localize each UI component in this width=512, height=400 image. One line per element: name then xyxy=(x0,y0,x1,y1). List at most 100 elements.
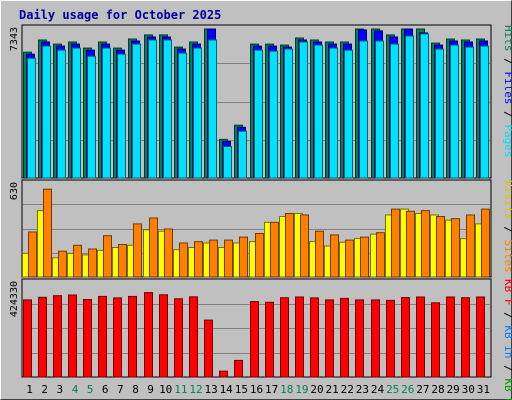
legend-entry: / xyxy=(502,52,512,72)
bar-kb-f-day-25 xyxy=(386,299,395,378)
bar-kb-f-day-13 xyxy=(204,319,213,378)
bar-pages-day-29 xyxy=(450,44,459,179)
bar-pages-day-16 xyxy=(254,49,263,179)
day-label-22: 22 xyxy=(341,383,354,396)
bar-pages-day-9 xyxy=(148,39,157,179)
bar-kb-f-day-7 xyxy=(113,297,122,378)
day-label-4: 4 xyxy=(72,383,79,396)
bar-sites-day-4 xyxy=(73,244,82,278)
bar-sites-day-10 xyxy=(164,228,173,278)
bar-kb-f-day-22 xyxy=(340,297,349,378)
day-label-27: 27 xyxy=(416,383,429,396)
bar-kb-f-day-21 xyxy=(325,299,334,378)
bar-kb-f-day-18 xyxy=(280,297,289,378)
panel-visits-sites: 630 Visits / Sites xyxy=(9,179,512,278)
bar-sites-day-8 xyxy=(133,223,142,278)
bar-pages-day-10 xyxy=(163,39,172,179)
day-label-15: 15 xyxy=(235,383,248,396)
bar-kb-f-day-10 xyxy=(159,294,168,378)
bar-sites-day-13 xyxy=(209,239,218,278)
x-axis-day-labels: 1 2 3 4 5 6 7 8 9 10 11 12 13 14 15 16 17 18 19 20 21 22 23 24 2… xyxy=(26,383,490,396)
bar-kb-f-day-27 xyxy=(416,296,425,378)
bar-kb-f-day-4 xyxy=(68,294,77,378)
bar-pages-day-19 xyxy=(299,41,308,179)
legend-entry: / xyxy=(502,220,512,240)
legend-entry: Visits xyxy=(502,180,512,220)
bar-sites-day-22 xyxy=(345,239,354,278)
bar-sites-day-18 xyxy=(285,213,294,278)
day-label-1: 1 xyxy=(26,383,33,396)
day-label-20: 20 xyxy=(310,383,323,396)
bar-kb-f-day-16 xyxy=(250,301,259,378)
bar-pages-day-11 xyxy=(178,52,187,179)
day-label-7: 7 xyxy=(117,383,124,396)
day-label-2: 2 xyxy=(41,383,48,396)
bar-sites-day-14 xyxy=(224,239,233,278)
bar-kb-f-day-12 xyxy=(189,296,198,378)
bar-pages-day-8 xyxy=(132,43,141,179)
bar-kb-f-day-28 xyxy=(431,302,440,378)
bar-sites-day-1 xyxy=(28,231,37,278)
bar-pages-day-25 xyxy=(390,43,399,179)
day-label-14: 14 xyxy=(220,383,234,396)
bar-pages-day-6 xyxy=(102,47,111,179)
bar-pages-day-31 xyxy=(480,45,489,179)
legend-entry: Pages xyxy=(502,124,512,157)
bar-pages-day-27 xyxy=(420,33,429,179)
bar-kb-f-day-30 xyxy=(461,297,470,378)
bar-sites-day-5 xyxy=(88,248,97,278)
bar-kb-f-day-5 xyxy=(83,299,92,378)
chart-title: Daily usage for October 2025 xyxy=(19,8,221,22)
legend-entry: / xyxy=(502,306,512,326)
bar-sites-day-21 xyxy=(330,234,339,278)
day-label-28: 28 xyxy=(431,383,444,396)
bar-pages-day-15 xyxy=(238,130,247,179)
bar-kb-f-day-9 xyxy=(144,292,153,378)
bar-pages-day-4 xyxy=(72,47,81,179)
y-max-label: 630 xyxy=(9,182,20,200)
day-label-5: 5 xyxy=(87,383,94,396)
bar-sites-day-3 xyxy=(58,250,67,278)
bar-sites-day-19 xyxy=(300,214,309,278)
legend-entry: Hits xyxy=(502,25,512,52)
day-label-9: 9 xyxy=(147,383,154,396)
day-label-26: 26 xyxy=(401,383,414,396)
bars xyxy=(22,188,490,278)
day-label-3: 3 xyxy=(56,383,63,396)
legend-entry: KB Out xyxy=(502,378,512,400)
bar-kb-f-day-6 xyxy=(98,295,107,378)
bar-kb-f-day-15 xyxy=(234,359,243,378)
bar-sites-day-15 xyxy=(239,236,248,278)
bar-sites-day-29 xyxy=(451,218,460,278)
legend-entry: / xyxy=(502,359,512,379)
bar-sites-day-27 xyxy=(421,210,430,278)
day-label-8: 8 xyxy=(132,383,139,396)
bar-pages-day-30 xyxy=(465,46,474,179)
bar-pages-day-7 xyxy=(117,53,126,179)
bar-pages-day-2 xyxy=(42,45,51,179)
day-label-24: 24 xyxy=(371,383,385,396)
legend-entry: Files xyxy=(502,71,512,104)
panel-hits-files-pages: 7343 Hits / Files / Pages xyxy=(9,24,512,179)
day-label-13: 13 xyxy=(204,383,217,396)
bar-kb-f-day-3 xyxy=(53,295,62,378)
bar-pages-day-21 xyxy=(329,47,338,179)
bar-pages-day-20 xyxy=(314,44,323,179)
bar-pages-day-13 xyxy=(208,39,217,179)
bar-kb-f-day-8 xyxy=(128,295,137,378)
day-label-25: 25 xyxy=(386,383,399,396)
legend-entry: KB In xyxy=(502,325,512,358)
bar-sites-day-30 xyxy=(466,214,475,278)
bar-kb-f-day-20 xyxy=(310,297,319,378)
bar-sites-day-9 xyxy=(149,217,158,278)
bar-kb-f-day-23 xyxy=(355,299,364,378)
day-label-12: 12 xyxy=(189,383,202,396)
bar-pages-day-14 xyxy=(223,146,232,179)
panel-kbytes: 424330 KB F / KB In / KB Out xyxy=(9,278,512,400)
legend: KB F / KB In / KB Out xyxy=(502,279,512,400)
bar-kb-f-day-11 xyxy=(174,298,183,378)
bar-pages-day-23 xyxy=(359,40,368,179)
legend-entry: / xyxy=(502,105,512,125)
bar-kb-f-day-31 xyxy=(476,296,485,378)
legend: Visits / Sites xyxy=(502,180,512,273)
